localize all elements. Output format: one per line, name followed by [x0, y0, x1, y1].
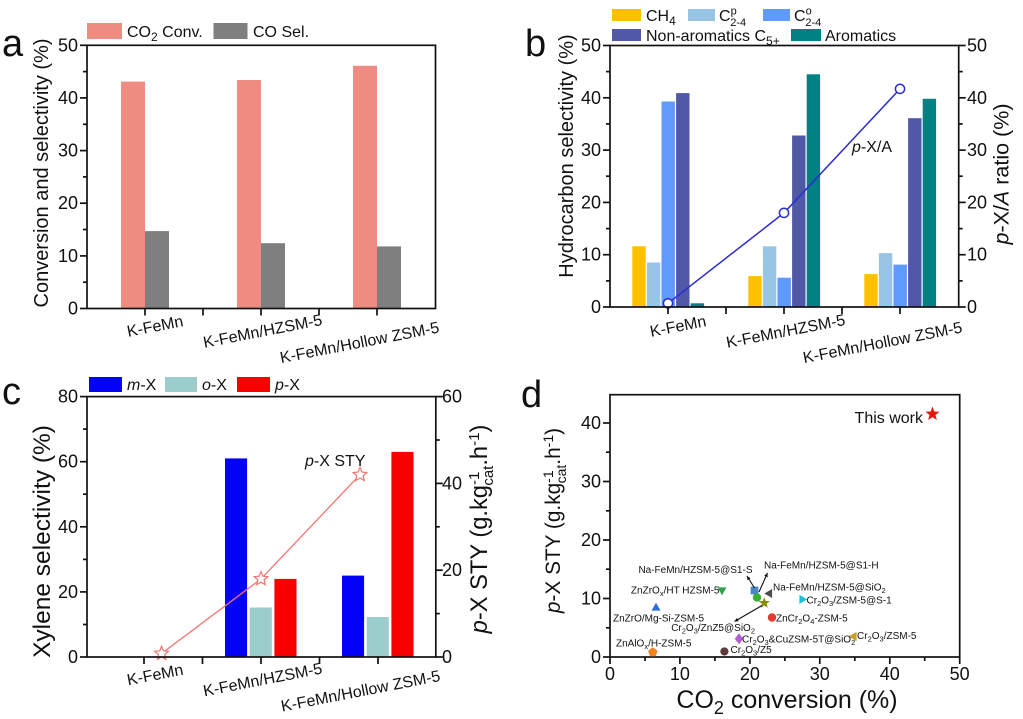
svg-text:30: 30 [581, 472, 601, 492]
svg-text:40: 40 [581, 413, 601, 433]
svg-text:p-X STY (g.kg-1cat.h-1): p-X STY (g.kg-1cat.h-1) [540, 428, 569, 614]
svg-text:b: b [525, 23, 546, 65]
svg-text:10: 10 [967, 245, 987, 265]
svg-text:0: 0 [442, 647, 452, 667]
svg-text:Cr2O3/ZSM-5@S-1: Cr2O3/ZSM-5@S-1 [807, 596, 893, 609]
svg-text:20: 20 [740, 664, 760, 684]
svg-text:50: 50 [58, 35, 78, 55]
svg-text:40: 40 [581, 88, 601, 108]
svg-text:Cr2O3/ZSM-5: Cr2O3/ZSM-5 [857, 631, 917, 644]
svg-text:p-X: p-X [274, 377, 300, 394]
svg-text:30: 30 [581, 140, 601, 160]
svg-text:a: a [2, 23, 24, 65]
svg-text:10: 10 [58, 246, 78, 266]
svg-text:d: d [521, 374, 542, 416]
svg-text:ZnZrO/Mg-Si-ZSM-5: ZnZrO/Mg-Si-ZSM-5 [613, 614, 705, 625]
svg-text:40: 40 [442, 473, 462, 493]
svg-text:p-X STY: p-X STY [304, 453, 366, 470]
svg-text:CO Sel.: CO Sel. [253, 24, 309, 41]
svg-text:30: 30 [967, 140, 987, 160]
svg-text:Na-FeMn/HZSM-5@SiO2: Na-FeMn/HZSM-5@SiO2 [773, 583, 886, 596]
svg-text:m-X: m-X [127, 377, 157, 394]
svg-text:30: 30 [58, 141, 78, 161]
svg-text:Cr2O3&CuZSM-5T@SiO2: Cr2O3&CuZSM-5T@SiO2 [742, 635, 855, 648]
svg-text:Cr2O3/ZnZ5@SiO2: Cr2O3/ZnZ5@SiO2 [671, 623, 755, 636]
svg-text:ZnCr2O4-ZSM-5: ZnCr2O4-ZSM-5 [776, 614, 848, 627]
svg-text:CO2 Conv.: CO2 Conv. [127, 24, 203, 44]
svg-text:p-X/A: p-X/A [851, 139, 892, 156]
svg-text:Xylene selectivity (%): Xylene selectivity (%) [29, 425, 56, 658]
svg-text:60: 60 [442, 387, 462, 407]
svg-text:20: 20 [442, 560, 462, 580]
svg-text:0: 0 [967, 297, 977, 317]
svg-text:50: 50 [950, 664, 970, 684]
svg-text:0: 0 [591, 297, 601, 317]
svg-text:20: 20 [58, 582, 78, 602]
svg-text:o-X: o-X [202, 377, 227, 394]
svg-text:0: 0 [591, 647, 601, 667]
svg-text:Na-FeMn/HZSM-5@S1-H: Na-FeMn/HZSM-5@S1-H [764, 561, 879, 572]
svg-text:60: 60 [58, 452, 78, 472]
svg-text:Aromatics: Aromatics [825, 28, 896, 45]
svg-text:40: 40 [967, 88, 987, 108]
svg-text:40: 40 [880, 664, 900, 684]
svg-text:ZnZrOx/HT HZSM-5: ZnZrOx/HT HZSM-5 [631, 586, 720, 599]
svg-text:10: 10 [670, 664, 690, 684]
svg-text:p-X/A ratio (%): p-X/A ratio (%) [990, 103, 1014, 245]
svg-text:p-X STY (g.kg-1cat.h-1): p-X STY (g.kg-1cat.h-1) [466, 425, 497, 635]
svg-text:0: 0 [605, 664, 615, 684]
svg-text:80: 80 [58, 387, 78, 407]
svg-text:50: 50 [581, 36, 601, 56]
svg-text:0: 0 [68, 647, 78, 667]
svg-text:30: 30 [810, 664, 830, 684]
svg-text:20: 20 [581, 192, 601, 212]
svg-text:10: 10 [581, 245, 601, 265]
svg-text:CO2 conversion (%): CO2 conversion (%) [676, 686, 897, 718]
svg-text:ZnAlOx/H-ZSM-5: ZnAlOx/H-ZSM-5 [616, 639, 692, 652]
svg-text:40: 40 [58, 88, 78, 108]
svg-text:20: 20 [967, 192, 987, 212]
svg-text:Conversion and selectivity (%): Conversion and selectivity (%) [31, 39, 53, 308]
svg-text:10: 10 [581, 589, 601, 609]
svg-text:20: 20 [581, 530, 601, 550]
svg-text:0: 0 [68, 299, 78, 319]
svg-text:40: 40 [58, 517, 78, 537]
svg-text:CH4: CH4 [646, 8, 676, 28]
svg-text:This work: This work [855, 410, 924, 427]
svg-text:Hydrocarbon selectivity (%): Hydrocarbon selectivity (%) [556, 34, 578, 277]
svg-text:Cr2O3/Z5: Cr2O3/Z5 [731, 645, 773, 658]
svg-text:20: 20 [58, 193, 78, 213]
svg-text:50: 50 [967, 36, 987, 56]
svg-text:Na-FeMn/HZSM-5@S1-S: Na-FeMn/HZSM-5@S1-S [638, 565, 752, 576]
svg-text:c: c [2, 371, 21, 413]
svg-text:Non-aromatics C5+: Non-aromatics C5+ [646, 28, 780, 48]
